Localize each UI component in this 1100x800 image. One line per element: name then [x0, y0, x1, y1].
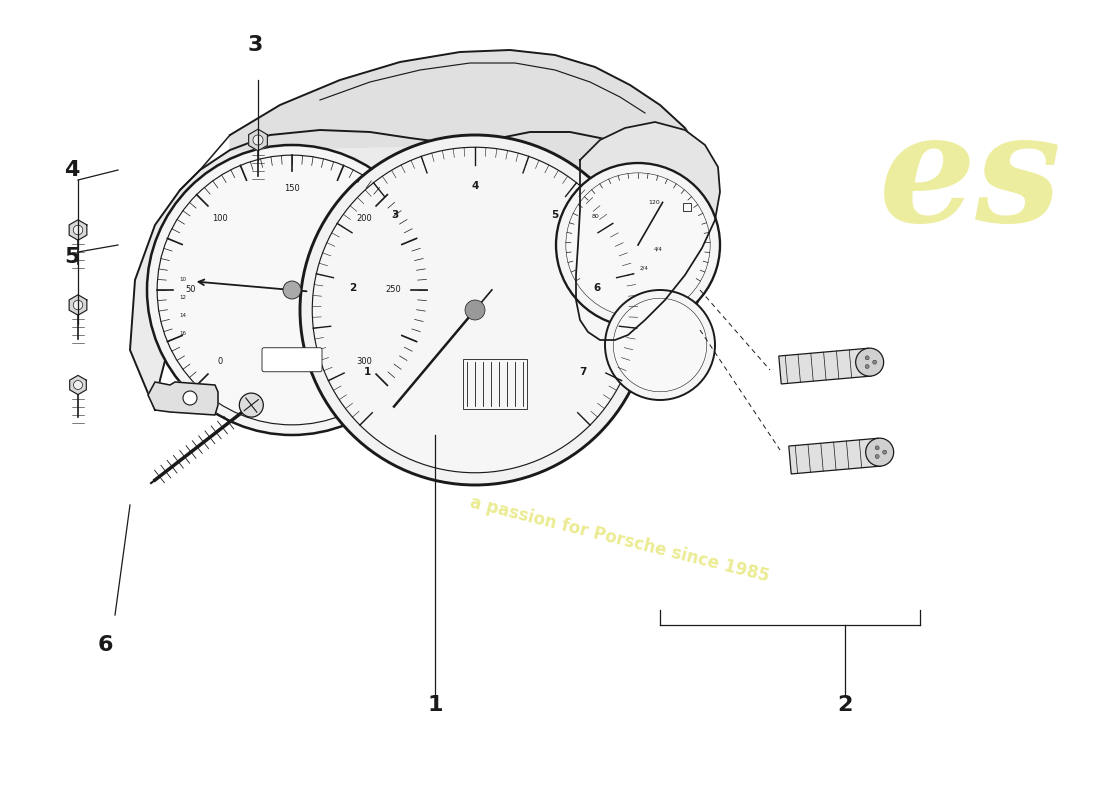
Circle shape	[866, 365, 869, 369]
Polygon shape	[576, 122, 720, 340]
Polygon shape	[230, 50, 700, 192]
Polygon shape	[130, 130, 710, 410]
Circle shape	[74, 226, 82, 234]
Text: 250: 250	[386, 286, 402, 294]
Text: 2/4: 2/4	[640, 266, 649, 270]
Polygon shape	[69, 295, 87, 315]
Text: 2: 2	[837, 695, 852, 715]
Text: 3: 3	[248, 35, 263, 55]
Circle shape	[253, 135, 263, 145]
Circle shape	[866, 438, 893, 466]
Circle shape	[240, 393, 263, 417]
Bar	[463, 358, 527, 409]
Circle shape	[614, 298, 706, 392]
Text: 2: 2	[349, 283, 356, 294]
Text: 5: 5	[551, 210, 559, 220]
Text: 6: 6	[594, 283, 601, 294]
Text: 0: 0	[218, 358, 223, 366]
Polygon shape	[148, 382, 218, 415]
Circle shape	[565, 173, 711, 317]
Text: 300: 300	[355, 358, 372, 366]
FancyBboxPatch shape	[262, 348, 322, 372]
Circle shape	[465, 300, 485, 320]
Circle shape	[283, 281, 301, 299]
Text: 200: 200	[356, 214, 372, 222]
Circle shape	[856, 348, 883, 376]
Text: 10: 10	[179, 277, 187, 282]
Polygon shape	[69, 220, 87, 240]
Polygon shape	[69, 375, 86, 394]
Text: 3: 3	[392, 210, 399, 220]
Text: es: es	[879, 106, 1062, 254]
Text: 50: 50	[185, 286, 196, 294]
Circle shape	[300, 135, 650, 485]
Circle shape	[74, 300, 82, 310]
Circle shape	[183, 391, 197, 405]
Circle shape	[882, 450, 887, 454]
Text: 4: 4	[64, 160, 79, 180]
Text: 12: 12	[179, 295, 187, 300]
Text: 1: 1	[364, 367, 371, 377]
Circle shape	[876, 446, 879, 450]
Text: 4: 4	[471, 181, 478, 190]
Circle shape	[157, 155, 427, 425]
Text: 100: 100	[212, 214, 228, 222]
Circle shape	[866, 356, 869, 360]
Circle shape	[556, 163, 720, 327]
Text: 1: 1	[427, 695, 442, 715]
Text: 7: 7	[579, 367, 586, 377]
Text: 80: 80	[592, 214, 600, 218]
Circle shape	[312, 147, 638, 473]
Text: 5: 5	[64, 247, 79, 267]
Text: 150: 150	[284, 184, 300, 193]
Text: 14: 14	[179, 313, 187, 318]
Circle shape	[74, 381, 82, 390]
Text: 16: 16	[179, 331, 187, 336]
Text: a passion for Porsche since 1985: a passion for Porsche since 1985	[469, 494, 771, 586]
Circle shape	[876, 454, 879, 458]
Text: 6: 6	[97, 635, 112, 655]
Polygon shape	[249, 130, 267, 150]
Circle shape	[605, 290, 715, 400]
Circle shape	[872, 360, 877, 364]
Polygon shape	[789, 438, 881, 474]
Bar	[683, 202, 691, 210]
Polygon shape	[779, 348, 871, 384]
Text: 120: 120	[649, 200, 660, 205]
Text: 4/4: 4/4	[654, 246, 663, 251]
Circle shape	[147, 145, 437, 435]
